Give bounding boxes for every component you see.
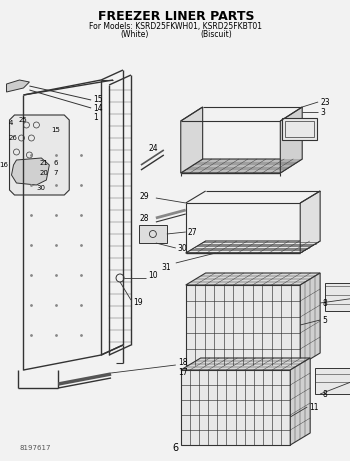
Polygon shape: [181, 107, 203, 173]
Text: 24: 24: [149, 143, 159, 153]
Text: 30: 30: [178, 243, 188, 253]
Text: 11: 11: [309, 402, 319, 412]
Polygon shape: [181, 370, 290, 445]
Polygon shape: [181, 358, 310, 370]
Polygon shape: [300, 191, 320, 253]
Text: 5: 5: [322, 315, 327, 325]
Text: 31: 31: [161, 262, 171, 272]
Text: 8197617: 8197617: [20, 445, 51, 451]
Text: 3: 3: [320, 107, 325, 117]
Text: 6: 6: [173, 443, 179, 453]
Bar: [282, 118, 317, 140]
Text: 16: 16: [0, 162, 8, 168]
Text: 20: 20: [40, 170, 48, 176]
Bar: [139, 225, 167, 243]
Polygon shape: [280, 107, 302, 173]
Polygon shape: [181, 159, 302, 173]
Text: 21: 21: [40, 160, 48, 166]
Bar: [315, 368, 350, 394]
Polygon shape: [186, 241, 320, 253]
Text: 15: 15: [93, 95, 103, 104]
Text: 23: 23: [320, 97, 330, 106]
Text: 28: 28: [139, 213, 149, 223]
Text: 8: 8: [322, 299, 327, 307]
Text: 25: 25: [19, 117, 27, 123]
Polygon shape: [186, 285, 300, 365]
Text: 29: 29: [139, 191, 149, 201]
Text: 30: 30: [36, 185, 46, 191]
Text: 19: 19: [133, 297, 142, 307]
Polygon shape: [186, 273, 320, 285]
Polygon shape: [9, 115, 69, 195]
Bar: [325, 283, 350, 311]
Text: 4: 4: [8, 120, 13, 126]
Text: 10: 10: [148, 271, 158, 279]
Text: 18: 18: [178, 357, 187, 366]
Text: 14: 14: [93, 104, 103, 112]
Polygon shape: [290, 358, 310, 445]
Text: 7: 7: [53, 170, 58, 176]
Text: 6: 6: [53, 160, 58, 166]
Bar: [285, 121, 314, 137]
Polygon shape: [7, 80, 29, 92]
Polygon shape: [300, 273, 320, 365]
Text: (Biscuit): (Biscuit): [201, 30, 232, 40]
Text: FREEZER LINER PARTS: FREEZER LINER PARTS: [98, 10, 254, 23]
Text: 17: 17: [178, 367, 187, 377]
Text: 15: 15: [51, 127, 60, 133]
Text: 26: 26: [8, 135, 18, 141]
Text: 27: 27: [188, 227, 197, 236]
Text: 8: 8: [322, 390, 327, 398]
Text: (White): (White): [121, 30, 149, 40]
Text: For Models: KSRD25FKWH01, KSRD25FKBT01: For Models: KSRD25FKWH01, KSRD25FKBT01: [89, 23, 262, 31]
Text: 1: 1: [93, 112, 98, 122]
Polygon shape: [12, 158, 49, 185]
